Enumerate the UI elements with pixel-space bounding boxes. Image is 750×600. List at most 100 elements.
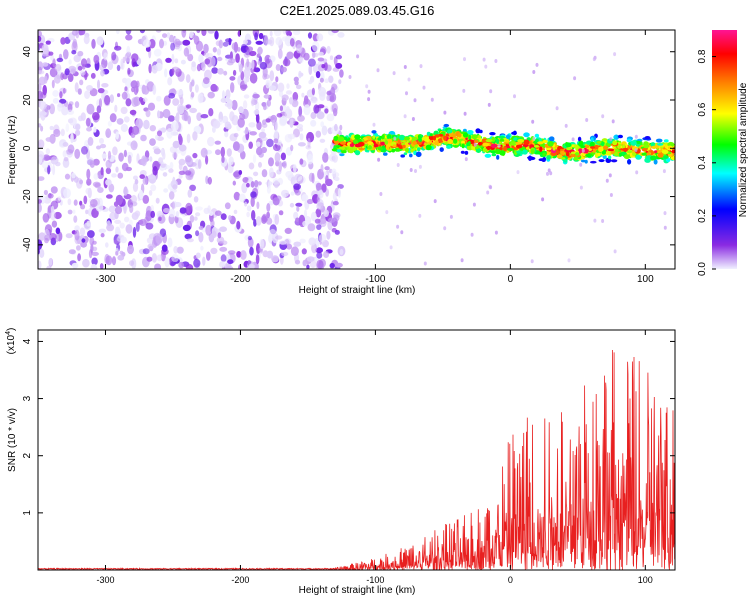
spectrogram-cell — [132, 182, 139, 193]
spectrogram-cell — [201, 30, 207, 36]
spectrogram-cell — [530, 148, 535, 155]
spectrogram-cell — [109, 94, 115, 103]
spectrogram-cell — [243, 68, 251, 79]
spectrogram-cell — [233, 132, 239, 138]
spectrogram-cell — [141, 84, 146, 95]
spectrogram-cell — [92, 112, 100, 121]
spectrogram-cell — [114, 206, 123, 215]
spectrogram-cell — [530, 259, 534, 264]
spectrogram-cell — [217, 68, 224, 75]
spectrogram-cell — [272, 143, 281, 152]
spectrogram-cell — [251, 59, 255, 70]
spectrogram-cell — [261, 128, 265, 133]
spectrogram-cell — [292, 163, 297, 173]
spectrogram-cell — [178, 133, 182, 143]
spectrogram-cell — [208, 108, 214, 117]
spectrogram-cell — [245, 126, 249, 135]
spectrogram-cell — [99, 143, 107, 149]
spectrogram-cell — [556, 154, 563, 159]
spectrogram-cell — [83, 35, 90, 45]
spectrogram-cell — [130, 194, 137, 204]
spectrogram-cell — [447, 138, 454, 144]
spectrogram-cell — [83, 195, 88, 205]
spectrogram-cell — [71, 50, 77, 55]
spectrogram-cell — [116, 118, 124, 125]
spectrogram-cell — [68, 59, 72, 65]
spectrogram-cell — [142, 248, 150, 255]
spectrogram-cell — [255, 254, 260, 265]
spectrogram-cell — [155, 30, 162, 33]
spectrogram-cell — [296, 206, 300, 212]
spectrogram-cell — [466, 142, 470, 147]
spectrogram-cell — [535, 62, 539, 67]
spectrogram-cell — [205, 224, 212, 236]
spectrogram-cell — [316, 259, 324, 269]
snr-series-line — [38, 349, 675, 570]
spectrogram-cell — [497, 143, 501, 148]
spectrogram-cell — [542, 152, 546, 157]
spectrogram-cell — [166, 128, 174, 139]
spectrogram-cell — [266, 250, 274, 259]
spectrogram-cell — [477, 141, 483, 146]
spectrogram-cell — [626, 138, 632, 143]
spectrogram-cell — [410, 136, 418, 141]
spectrogram-cell — [333, 135, 339, 141]
spectrogram-cell — [579, 162, 583, 167]
spectrogram-cell — [139, 174, 145, 180]
spectrogram-cell — [295, 217, 300, 222]
spectrogram-cell — [40, 109, 46, 121]
colorbar-ticks: 0.0 0.2 0.4 0.6 0.8 — [697, 49, 716, 276]
spectrogram-cell — [339, 141, 347, 145]
spectrogram-cell — [315, 182, 322, 192]
spectrogram-cell — [156, 95, 162, 102]
spectrogram-cell — [255, 216, 262, 226]
spectrogram-cell — [125, 30, 132, 35]
spectrogram-cell — [443, 110, 447, 115]
snr-xlabel: Height of straight line (km) — [299, 585, 416, 596]
spectrogram-cell — [326, 90, 332, 96]
spectrogram-cell — [171, 68, 175, 76]
spectrogram-cell — [563, 159, 568, 163]
spectrogram-cell — [482, 142, 490, 147]
spectrogram-cell — [209, 211, 214, 217]
spectrogram-cell — [494, 230, 498, 235]
spectrogram-cell — [256, 147, 263, 156]
spectrogram-cell — [339, 153, 345, 157]
spectrogram-cell — [325, 178, 333, 187]
y-tick-label: -20 — [22, 189, 33, 204]
spectrogram-cell — [212, 47, 217, 53]
x-tick-label: -300 — [96, 575, 114, 585]
spectrogram-cell — [464, 157, 468, 162]
spectrogram-cell — [426, 131, 431, 136]
spectrogram-cell — [185, 155, 192, 163]
spectrogram-cell — [398, 134, 406, 141]
spectrogram-cell — [331, 148, 338, 152]
spectrogram-cell — [383, 152, 388, 156]
spectrogram-cell — [537, 141, 544, 145]
spectrogram-cell — [498, 135, 505, 139]
spectrogram-cell — [601, 114, 605, 119]
spectrogram-cell — [580, 145, 586, 148]
x-tick-label: -300 — [95, 274, 115, 285]
spectrogram-cell — [621, 141, 627, 145]
spectrogram-cell — [73, 176, 79, 183]
spectrogram-cell — [339, 249, 344, 255]
spectrogram-cell — [139, 30, 145, 34]
spectrogram-cell — [103, 52, 108, 61]
snr-frame — [37, 329, 676, 571]
spectrogram-cell — [278, 90, 284, 97]
spectrogram-cell — [302, 220, 308, 227]
spectrogram-cell — [261, 102, 267, 107]
spectrogram-cell — [437, 138, 444, 143]
spectrogram-cell — [646, 152, 651, 157]
spectrogram-cell — [506, 147, 514, 151]
spectrogram-cell — [60, 128, 65, 137]
spectrogram-cell — [541, 158, 546, 162]
snr-ticks: -300 -200 -100 0 100 1 2 3 4 — [22, 330, 675, 585]
spectrogram-cell — [190, 63, 197, 72]
spectrogram-cell — [281, 66, 287, 73]
spectrogram-cell — [129, 109, 137, 116]
spectrogram-cell — [91, 251, 99, 256]
spectrogram-cell — [249, 246, 254, 256]
spectrogram-cell — [311, 40, 320, 52]
